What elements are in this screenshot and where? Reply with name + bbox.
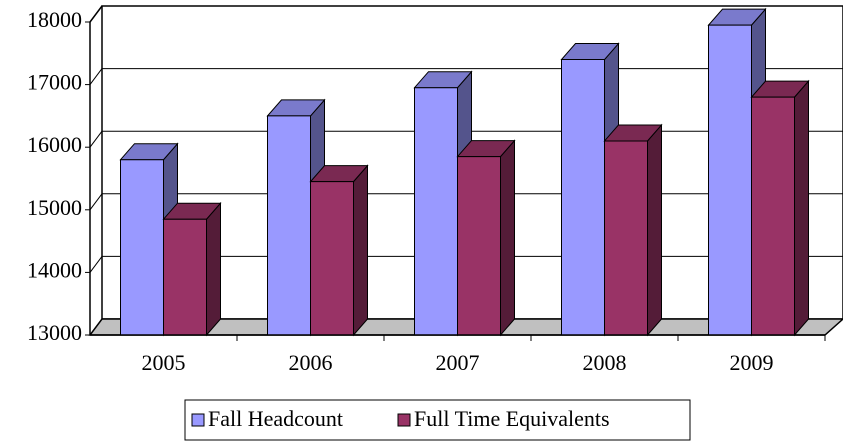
legend-label: Full Time Equivalents [414, 406, 610, 431]
y-tick-label: 14000 [27, 257, 82, 282]
bar [309, 164, 369, 337]
bar-front [120, 159, 164, 336]
bar [162, 201, 222, 337]
x-tick-label: 2008 [583, 350, 627, 375]
bar-front [310, 181, 354, 336]
y-tick-label: 16000 [27, 132, 82, 157]
grid-line-side [89, 256, 103, 273]
bar-front [163, 218, 207, 336]
bar [456, 139, 516, 337]
bar-front [604, 140, 648, 336]
bar-front [751, 96, 795, 336]
bar [750, 79, 810, 337]
grid-line-side [89, 318, 103, 336]
bar-front [561, 59, 605, 336]
x-tick-label: 2009 [730, 350, 774, 375]
bar-front [267, 115, 311, 336]
y-tick-label: 17000 [27, 70, 82, 95]
legend-swatch [397, 413, 411, 427]
bar-side [353, 164, 368, 337]
legend-box [184, 399, 691, 441]
grid-line-side [89, 68, 103, 85]
grid-line-side [89, 193, 103, 211]
x-tick-label: 2006 [289, 350, 333, 375]
y-tick-label: 18000 [27, 7, 82, 32]
y-tick-label: 13000 [27, 320, 82, 345]
x-tick-label: 2005 [142, 350, 186, 375]
x-tick-label: 2007 [436, 350, 480, 375]
grid-line-side [89, 5, 103, 23]
bar-side [647, 123, 662, 337]
y-tick-label: 15000 [27, 195, 82, 220]
bar-front [414, 87, 458, 336]
grid-line-side [89, 130, 103, 148]
bar-side [500, 139, 515, 337]
legend-swatch [191, 413, 205, 427]
legend-label: Fall Headcount [208, 406, 343, 431]
bar-front [708, 24, 752, 336]
bar-side [206, 201, 221, 337]
bar-side [794, 79, 809, 337]
bar [603, 123, 663, 337]
bar-front [457, 156, 501, 336]
